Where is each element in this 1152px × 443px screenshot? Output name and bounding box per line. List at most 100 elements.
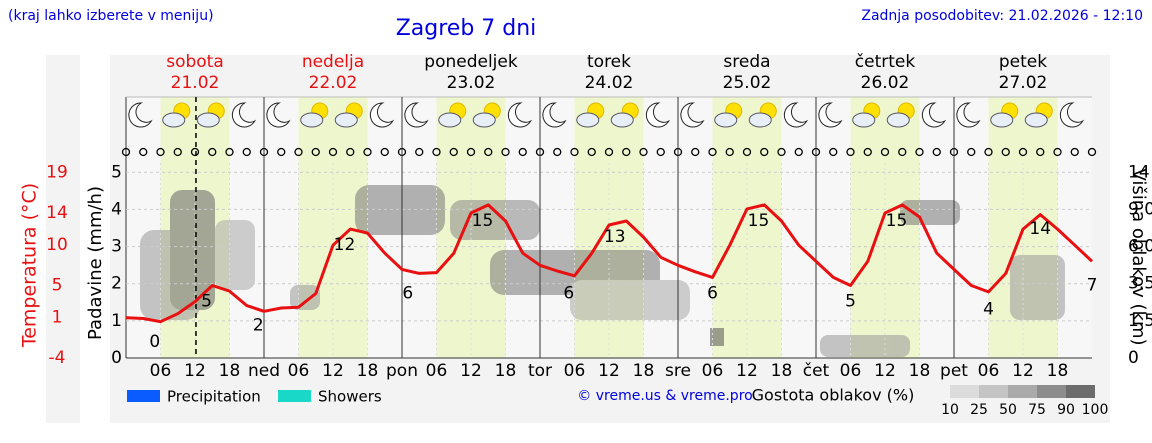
- wind-marker: [1087, 147, 1097, 157]
- wind-marker: [173, 147, 182, 157]
- temperature-label: 6: [707, 283, 718, 303]
- temperature-label: 5: [845, 291, 856, 311]
- x-tick-label: 12: [874, 361, 896, 381]
- x-tick-label: pon: [386, 361, 418, 381]
- y-axis-title: Padavine (mm/h): [85, 186, 106, 340]
- wind-marker: [742, 147, 752, 157]
- cloud-legend-swatch: [1008, 385, 1037, 398]
- x-tick-label: 06: [426, 361, 448, 381]
- wind-marker: [553, 147, 562, 157]
- wind-marker: [294, 147, 303, 157]
- x-tick-label: 12: [322, 361, 344, 381]
- cloud-icon: [300, 112, 324, 128]
- wind-marker: [656, 147, 665, 157]
- cloud-icon: [852, 112, 876, 128]
- wind-marker: [604, 147, 614, 157]
- day-name: sreda: [723, 52, 770, 72]
- wind-marker: [587, 147, 596, 157]
- cloud-legend-level: 100: [1082, 402, 1109, 418]
- wind-marker: [1053, 147, 1062, 157]
- wind-marker: [1018, 147, 1028, 157]
- x-tick-label: 18: [495, 361, 517, 381]
- wind-marker: [984, 147, 993, 157]
- y-tick-label: 0: [111, 348, 122, 368]
- temperature-label: 15: [886, 211, 908, 231]
- x-tick-label: 12: [1012, 361, 1034, 381]
- temperature-line: [125, 203, 1094, 324]
- x-tick-label: 18: [633, 361, 655, 381]
- wind-marker: [156, 147, 165, 157]
- temperature-label: 7: [1087, 275, 1098, 295]
- moon-icon: [956, 102, 981, 128]
- wind-marker: [225, 147, 234, 157]
- legend-label: Precipitation: [167, 388, 261, 406]
- y2-tick-label: -4: [49, 348, 66, 368]
- moon-icon: [404, 102, 429, 128]
- y3-tick-label: 1.5: [1128, 311, 1152, 331]
- wind-marker: [139, 147, 148, 157]
- y2-tick-label: 10: [46, 235, 68, 255]
- cloud-legend-swatch: [1037, 385, 1066, 398]
- day-name: ponedeljek: [424, 52, 518, 72]
- cloud-density: [140, 185, 1065, 357]
- x-tick-label: 12: [736, 361, 758, 381]
- x-tick-label: 18: [357, 361, 379, 381]
- wind-marker: [1070, 147, 1079, 157]
- moon-icon: [783, 102, 809, 128]
- day-date: 22.02: [309, 73, 358, 93]
- x-tick-label: 06: [840, 361, 862, 381]
- cloud-icon: [162, 112, 186, 128]
- day-date: 23.02: [447, 73, 496, 93]
- day-date: 25.02: [723, 73, 772, 93]
- cloud-legend-level: 10: [941, 402, 959, 418]
- wind-marker: [898, 147, 907, 157]
- temperature-label: 15: [748, 211, 770, 231]
- left-panel: [46, 55, 80, 423]
- moon-icon: [818, 102, 843, 128]
- moon-icon: [369, 102, 395, 128]
- y-tick-label: 3: [111, 237, 122, 257]
- y3-axis-title: Višina oblakov (km): [1128, 168, 1149, 345]
- moon-icon: [1059, 102, 1085, 128]
- moon-icon: [266, 102, 291, 128]
- y3-tick-label: 14: [1128, 162, 1150, 182]
- moon-icon: [231, 102, 257, 128]
- y2-tick-label: 1: [52, 308, 63, 328]
- temperature-label: 5: [201, 291, 212, 311]
- wind-marker: [432, 147, 441, 157]
- wind-marker: [829, 147, 838, 157]
- cloud-icon: [438, 112, 462, 128]
- temperature-label: 6: [402, 283, 413, 303]
- day-name: petek: [999, 52, 1047, 72]
- cloud-icon: [576, 112, 600, 128]
- wind-marker: [380, 147, 389, 157]
- cloud-icon: [472, 112, 496, 128]
- y2-tick-label: 14: [46, 203, 68, 223]
- y2-axis-title: Temperatura (°C): [19, 183, 41, 348]
- wind-marker: [880, 147, 890, 157]
- wind-marker: [760, 147, 769, 157]
- x-tick-label: sre: [665, 361, 691, 381]
- x-tick-label: 06: [288, 361, 310, 381]
- y2-tick-label: 5: [52, 275, 63, 295]
- x-tick-label: 18: [219, 361, 241, 381]
- temperature-label: 12: [334, 235, 356, 255]
- cloud-icon: [1024, 112, 1048, 128]
- y-tick-label: 4: [111, 199, 122, 219]
- wind-marker: [363, 147, 372, 157]
- temperature-label: 15: [472, 211, 494, 231]
- wind-marker: [466, 147, 476, 157]
- updated: Zadnja posodobitev: 21.02.2026 - 12:10: [861, 8, 1143, 24]
- wind-marker: [328, 147, 338, 157]
- cloud-icon: [196, 112, 220, 128]
- x-tick-label: 18: [1047, 361, 1069, 381]
- moon-icon: [128, 102, 153, 128]
- moon-icon: [507, 102, 533, 128]
- y3-tick-label: 0: [1128, 348, 1139, 368]
- wind-marker: [1036, 147, 1045, 157]
- wind-marker: [484, 147, 493, 157]
- cloud-legend-swatch: [950, 385, 979, 398]
- x-tick-label: 06: [978, 361, 1000, 381]
- temperature-label: 13: [604, 227, 626, 247]
